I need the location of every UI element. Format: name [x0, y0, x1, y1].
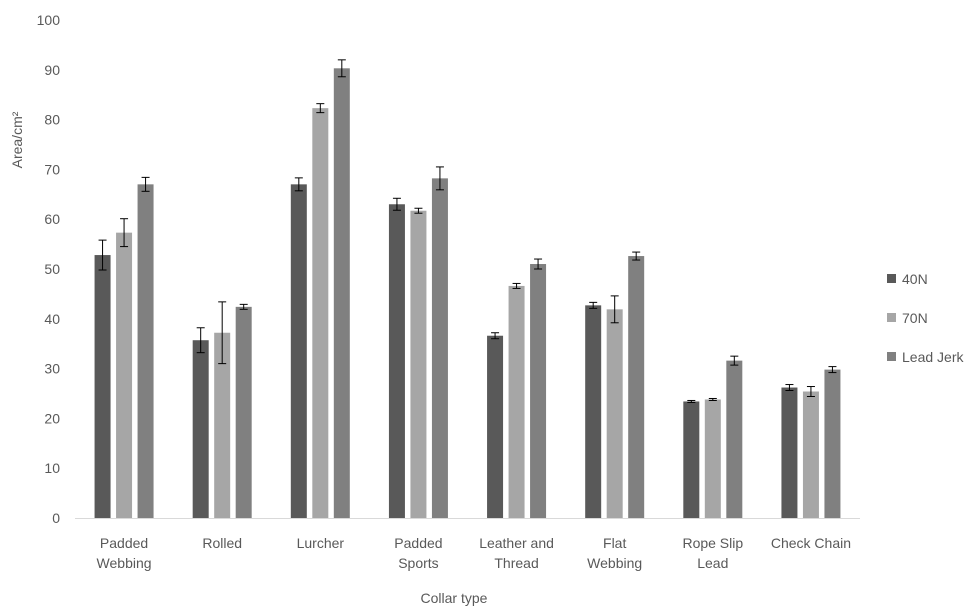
bar — [585, 305, 602, 518]
bar — [333, 68, 350, 518]
x-category-label-line: Padded — [100, 535, 148, 551]
bar — [388, 204, 405, 518]
y-tick-label: 80 — [44, 112, 60, 128]
x-category-label: Padded Sports — [394, 535, 442, 571]
bar — [214, 332, 231, 518]
x-category-label-line: Webbing — [97, 555, 152, 571]
legend-label: 70N — [902, 310, 928, 326]
y-tick-label: 90 — [44, 62, 60, 78]
x-category-label-line: Check Chain — [771, 535, 851, 551]
legend-label: 40N — [902, 271, 928, 287]
bar — [116, 232, 133, 518]
x-category-label-line: Rope Slip — [682, 535, 743, 551]
bars-group — [94, 59, 841, 519]
x-category-label: Padded Webbing — [97, 535, 152, 571]
bar — [290, 184, 307, 518]
bar — [508, 285, 525, 518]
legend: 40N 70N Lead Jerk — [887, 271, 964, 365]
bar — [628, 256, 645, 518]
bar — [94, 255, 111, 518]
bar — [312, 108, 329, 519]
bar — [802, 391, 819, 518]
x-category-label-line: Flat — [603, 535, 626, 551]
y-tick-label: 60 — [44, 211, 60, 227]
y-tick-label: 30 — [44, 361, 60, 377]
x-category-label: Lurcher — [297, 535, 345, 551]
bar — [137, 184, 154, 518]
bar — [781, 387, 798, 518]
bar — [410, 210, 427, 518]
x-category-label: Rope Slip Lead — [682, 535, 743, 571]
x-category-label-line: Thread — [494, 555, 538, 571]
y-tick-label: 10 — [44, 460, 60, 476]
x-category-label: Leather and Thread — [479, 535, 554, 571]
y-tick-label: 100 — [37, 12, 61, 28]
x-category-label-line: Rolled — [202, 535, 242, 551]
bar — [606, 309, 623, 518]
bar — [530, 264, 547, 518]
x-axis: Padded Webbing Rolled Lurcher Padded Sports Le… — [75, 518, 860, 571]
legend-swatch — [887, 313, 896, 322]
y-axis-title: Area/cm² — [9, 111, 25, 168]
x-category-label: Flat Webbing — [587, 535, 642, 571]
bar — [431, 178, 448, 518]
x-category-label-line: Leather and — [479, 535, 554, 551]
y-tick-label: 50 — [44, 261, 60, 277]
x-category-label: Check Chain — [771, 535, 851, 551]
bar — [487, 335, 504, 518]
y-axis: 0 10 20 30 40 50 60 70 80 90 100 — [37, 12, 61, 526]
y-tick-label: 40 — [44, 311, 60, 327]
y-tick-label: 20 — [44, 410, 60, 426]
x-category-label-line: Sports — [398, 555, 438, 571]
x-category-label-line: Webbing — [587, 555, 642, 571]
bar — [235, 306, 252, 518]
x-category-label-line: Lurcher — [297, 535, 345, 551]
bar — [824, 369, 841, 518]
bar — [704, 399, 721, 518]
y-tick-label: 0 — [52, 510, 60, 526]
x-axis-title: Collar type — [421, 590, 488, 606]
x-category-label: Rolled — [202, 535, 242, 551]
bar — [726, 360, 743, 518]
x-category-label-line: Padded — [394, 535, 442, 551]
legend-swatch — [887, 274, 896, 283]
bar — [683, 401, 700, 518]
bar — [192, 340, 209, 518]
legend-swatch — [887, 352, 896, 361]
legend-label: Lead Jerk — [902, 349, 964, 365]
y-tick-label: 70 — [44, 161, 60, 177]
x-category-label-line: Lead — [697, 555, 728, 571]
